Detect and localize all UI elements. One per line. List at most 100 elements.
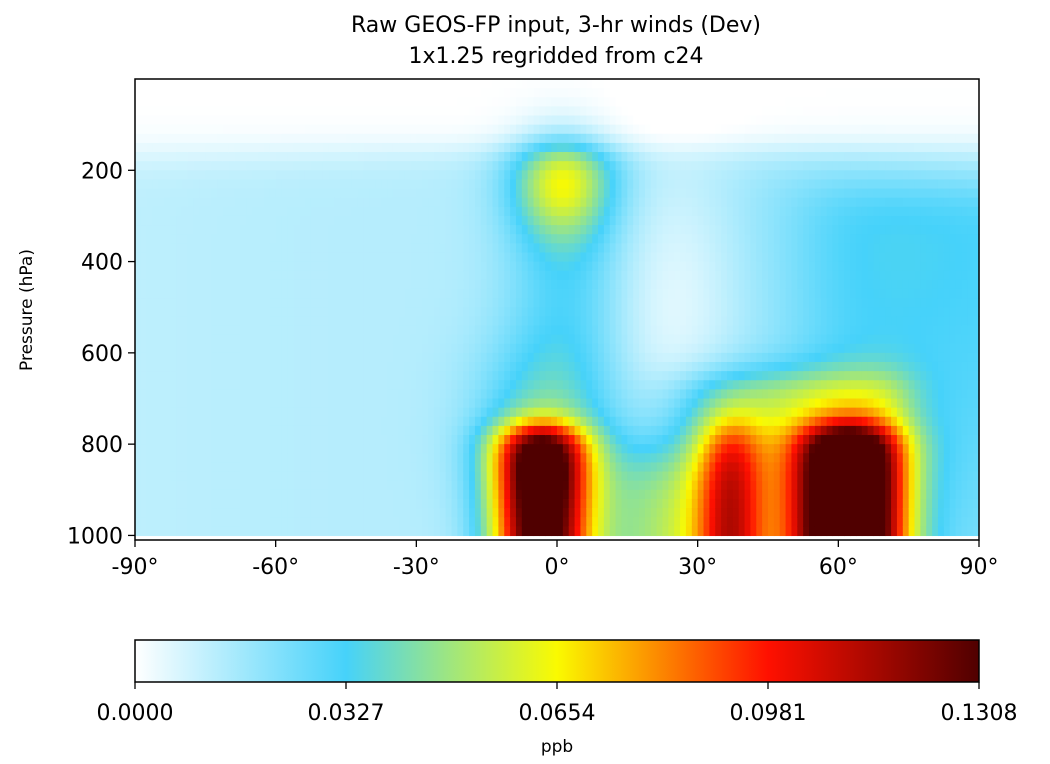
heatmap-cell: [685, 170, 693, 181]
heatmap-cell: [205, 526, 212, 537]
heatmap-cell: [410, 389, 417, 400]
heatmap-cell: [275, 124, 283, 135]
heatmap-cell: [592, 435, 599, 445]
heatmap-cell: [580, 261, 587, 272]
heatmap-cell: [381, 79, 388, 89]
heatmap-cell: [668, 197, 675, 208]
heatmap-cell: [592, 352, 599, 363]
heatmap-cell: [211, 206, 218, 217]
heatmap-cell: [176, 307, 183, 317]
heatmap-cell: [293, 480, 300, 491]
heatmap-cell: [510, 526, 517, 537]
heatmap-cell: [228, 106, 236, 117]
heatmap-cell: [392, 206, 400, 217]
heatmap-cell: [369, 352, 376, 363]
heatmap-cell: [199, 252, 206, 263]
heatmap-cell: [539, 288, 546, 299]
heatmap-cell: [621, 188, 628, 199]
heatmap-cell: [474, 225, 482, 235]
heatmap-cell: [568, 288, 576, 299]
heatmap-cell: [310, 170, 318, 181]
heatmap-cell: [275, 316, 283, 327]
heatmap-cell: [234, 508, 242, 518]
heatmap-cell: [281, 462, 288, 473]
heatmap-cell: [322, 380, 330, 390]
heatmap-cell: [639, 462, 646, 473]
heatmap-cell: [685, 316, 693, 327]
heatmap-cell: [152, 352, 160, 363]
heatmap-cell: [158, 188, 165, 199]
heatmap-cell: [322, 462, 330, 473]
heatmap-cell: [697, 298, 705, 308]
heatmap-cell: [709, 225, 716, 235]
heatmap-cell: [463, 152, 470, 162]
heatmap-cell: [346, 225, 353, 235]
heatmap-cell: [146, 188, 154, 199]
heatmap-cell: [263, 97, 271, 107]
heatmap-cell: [539, 517, 546, 527]
heatmap-cell: [557, 343, 564, 354]
heatmap-cell: [211, 170, 218, 181]
heatmap-cell: [299, 380, 306, 390]
heatmap-cell: [680, 206, 687, 217]
heatmap-cell: [562, 498, 570, 509]
heatmap-cell: [551, 152, 558, 162]
heatmap-cell: [363, 453, 371, 464]
heatmap-cell: [164, 489, 171, 500]
heatmap-cell: [416, 334, 423, 345]
heatmap-cell: [498, 270, 505, 281]
heatmap-cell: [269, 361, 277, 372]
heatmap-cell: [416, 206, 423, 217]
heatmap-cell: [392, 361, 400, 372]
heatmap-cell: [691, 316, 699, 327]
heatmap-cell: [275, 416, 283, 427]
heatmap-cell: [375, 498, 382, 509]
heatmap-cell: [428, 389, 435, 400]
heatmap-cell: [680, 170, 687, 181]
heatmap-cell: [633, 444, 640, 454]
heatmap-cell: [392, 270, 400, 281]
heatmap-cell: [181, 288, 189, 299]
heatmap-cell: [551, 371, 558, 381]
heatmap-cell: [217, 97, 224, 107]
heatmap-cell: [603, 316, 611, 327]
heatmap-cell: [316, 115, 324, 126]
heatmap-cell: [504, 206, 511, 217]
heatmap-cell: [469, 152, 476, 162]
heatmap-cell: [135, 79, 142, 89]
heatmap-cell: [351, 188, 359, 199]
heatmap-cell: [281, 225, 288, 235]
heatmap-cell: [574, 498, 582, 509]
heatmap-cell: [697, 508, 705, 518]
heatmap-cell: [363, 279, 371, 290]
heatmap-cell: [551, 225, 558, 235]
heatmap-cell: [416, 343, 423, 354]
heatmap-cell: [574, 316, 582, 327]
heatmap-cell: [521, 425, 529, 436]
heatmap-cell: [181, 270, 189, 281]
heatmap-cell: [187, 152, 195, 162]
heatmap-cell: [644, 462, 652, 473]
heatmap-cell: [433, 307, 441, 317]
heatmap-cell: [527, 508, 535, 518]
heatmap-cell: [627, 288, 634, 299]
heatmap-cell: [176, 161, 183, 171]
heatmap-cell: [480, 444, 488, 454]
heatmap-cell: [375, 489, 382, 500]
heatmap-cell: [557, 188, 564, 199]
heatmap-cell: [668, 298, 675, 308]
heatmap-cell: [299, 407, 306, 418]
heatmap-cell: [381, 471, 388, 482]
heatmap-cell: [334, 261, 341, 272]
heatmap-cell: [609, 435, 617, 445]
heatmap-cell: [504, 261, 511, 272]
heatmap-cell: [428, 161, 435, 171]
heatmap-cell: [281, 517, 288, 527]
heatmap-cell: [715, 124, 722, 135]
heatmap-cell: [486, 179, 494, 190]
heatmap-cell: [346, 97, 353, 107]
heatmap-cell: [346, 371, 353, 381]
heatmap-cell: [562, 316, 570, 327]
heatmap-cell: [527, 498, 535, 509]
heatmap-cell: [228, 170, 236, 181]
